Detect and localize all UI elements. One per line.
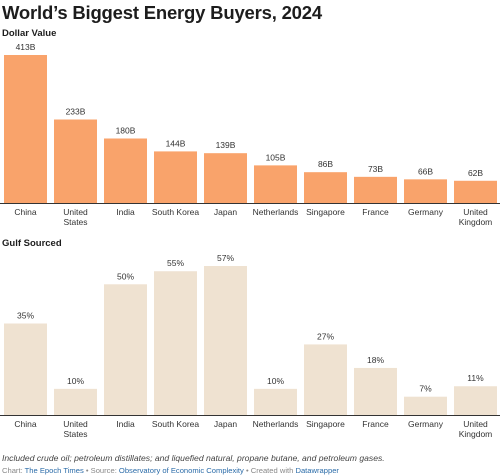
gulf-sourced-category-label-4: Japan [214, 419, 237, 429]
gulf-sourced-bar-2 [104, 284, 147, 415]
dollar-value-value-label-9: 62B [468, 168, 483, 178]
credit-chart-prefix: Chart: [2, 466, 25, 475]
bar-charts: Dollar Value413BChina233BUnitedStates180… [0, 28, 500, 439]
gulf-sourced-category-label-1: United [63, 419, 88, 429]
gulf-sourced-bar-1 [54, 388, 97, 415]
dollar-value-value-label-0: 413B [16, 42, 36, 52]
dollar-value-category-label-3: South Korea [152, 207, 200, 217]
gulf-sourced-category-label-0: China [14, 419, 36, 429]
gulf-sourced-category-label-9-line2: Kingdom [459, 429, 493, 439]
credit-chart-source-link[interactable]: The Epoch Times [24, 466, 84, 475]
gulf-sourced-bar-6 [304, 344, 347, 415]
dollar-value-value-label-8: 66B [418, 166, 433, 176]
dollar-value-value-label-3: 144B [166, 138, 186, 148]
gulf-sourced-value-label-2: 50% [117, 271, 134, 281]
footnote: Included crude oil; petroleum distillate… [2, 453, 385, 463]
gulf-sourced-value-label-6: 27% [317, 331, 334, 341]
dollar-value-category-label-8: Germany [408, 207, 444, 217]
dollar-value-value-label-1: 233B [66, 107, 86, 117]
dollar-value-value-label-5: 105B [266, 152, 286, 162]
dollar-value-bar-3 [154, 151, 197, 203]
gulf-sourced-value-label-7: 18% [367, 355, 384, 365]
dollar-value-category-label-6: Singapore [306, 207, 345, 217]
dollar-value-value-label-6: 86B [318, 159, 333, 169]
gulf-sourced-category-label-2: India [116, 419, 135, 429]
gulf-sourced-value-label-1: 10% [67, 376, 84, 386]
gulf-sourced-value-label-9: 11% [467, 373, 484, 383]
gulf-sourced-category-label-8: Germany [408, 419, 444, 429]
dollar-value-bar-7 [354, 176, 397, 203]
gulf-sourced-bar-4 [204, 266, 247, 415]
dollar-value-value-label-7: 73B [368, 164, 383, 174]
dollar-value-bar-6 [304, 172, 347, 203]
gulf-sourced-bar-0 [4, 323, 47, 415]
gulf-sourced-category-label-3: South Korea [152, 419, 200, 429]
dollar-value-bar-9 [454, 180, 497, 203]
credit-created-prefix: • Created with [243, 466, 296, 475]
gulf-sourced-value-label-0: 35% [17, 311, 34, 321]
chart-title: World’s Biggest Energy Buyers, 2024 [2, 2, 322, 23]
gulf-sourced-value-label-5: 10% [267, 376, 284, 386]
gulf-sourced-value-label-4: 57% [217, 253, 234, 263]
dollar-value-value-label-4: 139B [216, 140, 236, 150]
gulf-sourced-bar-3 [154, 271, 197, 415]
gulf-sourced-category-label-1-line2: States [63, 429, 87, 439]
dollar-value-bar-4 [204, 153, 247, 203]
credit-source-link[interactable]: Observatory of Economic Complexity [118, 466, 244, 475]
gulf-sourced-value-label-8: 7% [419, 384, 432, 394]
credit-line: Chart: The Epoch Times • Source: Observa… [2, 466, 339, 475]
dollar-value-category-label-1: United [63, 207, 88, 217]
dollar-value-category-label-4: Japan [214, 207, 237, 217]
credit-datawrapper-link[interactable]: Datawrapper [295, 466, 339, 475]
gulf-sourced-category-label-9: United [463, 419, 488, 429]
gulf-sourced-bar-9 [454, 386, 497, 415]
dollar-value-bar-5 [254, 165, 297, 203]
dollar-value-category-label-9: United [463, 207, 488, 217]
dollar-value-category-label-5: Netherlands [253, 207, 299, 217]
dollar-value-bar-0 [4, 55, 47, 203]
gulf-sourced-bar-5 [254, 388, 297, 415]
dollar-value-category-label-9-line2: Kingdom [459, 217, 493, 227]
dollar-value-category-label-2: India [116, 207, 135, 217]
dollar-value-category-label-7: France [362, 207, 389, 217]
dollar-value-bar-1 [54, 119, 97, 203]
dollar-value-bar-2 [104, 138, 147, 203]
dollar-value-value-label-2: 180B [116, 125, 136, 135]
gulf-sourced-category-label-7: France [362, 419, 389, 429]
gulf-sourced-panel-title: Gulf Sourced [2, 238, 62, 249]
gulf-sourced-category-label-6: Singapore [306, 419, 345, 429]
gulf-sourced-value-label-3: 55% [167, 258, 184, 268]
dollar-value-category-label-1-line2: States [63, 217, 87, 227]
gulf-sourced-bar-7 [354, 367, 397, 415]
gulf-sourced-bar-8 [404, 396, 447, 415]
credit-source-prefix: • Source: [83, 466, 119, 475]
dollar-value-bar-8 [404, 179, 447, 203]
gulf-sourced-category-label-5: Netherlands [253, 419, 299, 429]
dollar-value-panel-title: Dollar Value [2, 28, 56, 39]
dollar-value-category-label-0: China [14, 207, 36, 217]
